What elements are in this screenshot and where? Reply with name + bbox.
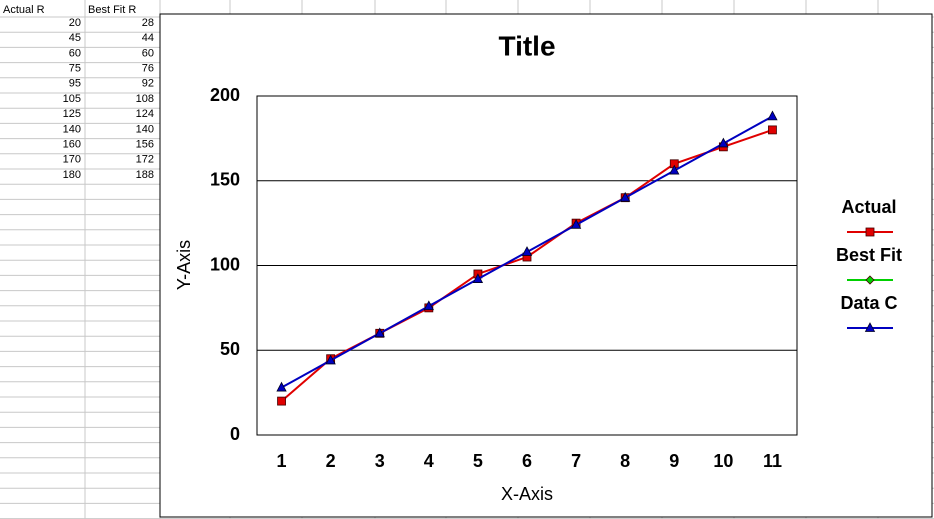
cell-value: 92	[142, 78, 154, 90]
x-tick-label: 5	[473, 451, 483, 471]
cell-value: 188	[136, 169, 154, 181]
data-point	[374, 327, 385, 338]
cell-value: 28	[142, 17, 154, 29]
chart-title: Title	[498, 30, 555, 61]
x-tick-label: 10	[713, 451, 733, 471]
cell-value: 108	[136, 93, 154, 105]
x-tick-label: 11	[763, 451, 782, 471]
legend-marker	[865, 227, 875, 237]
data-point	[570, 218, 582, 229]
x-tick-label: 7	[571, 451, 581, 471]
x-tick-label: 8	[620, 451, 630, 471]
x-tick-label: 6	[522, 451, 532, 471]
cell-value: 44	[142, 32, 154, 44]
y-tick-label: 50	[220, 339, 240, 359]
data-point	[521, 246, 533, 256]
legend-marker	[864, 322, 876, 332]
y-axis-label: Y-Axis	[174, 240, 194, 290]
cell-value: 172	[136, 154, 154, 166]
cell-value: 95	[69, 78, 81, 90]
y-tick-label: 100	[210, 254, 240, 274]
cell-value: 160	[63, 139, 81, 151]
data-point	[277, 396, 286, 406]
column-header: Best Fit R	[88, 4, 136, 16]
cell-value: 140	[136, 123, 154, 135]
x-tick-label: 2	[326, 451, 336, 471]
x-axis-label: X-Axis	[501, 484, 553, 504]
y-tick-label: 200	[210, 85, 240, 105]
x-tick-label: 4	[424, 451, 434, 471]
cell-value: 156	[136, 139, 154, 151]
data-point	[767, 110, 778, 121]
legend-label: Best Fit	[836, 245, 902, 265]
cell-value: 125	[63, 108, 81, 120]
y-tick-label: 0	[230, 424, 240, 444]
x-tick-label: 3	[375, 451, 385, 471]
data-point	[768, 125, 777, 135]
cell-value: 76	[142, 63, 154, 75]
data-point	[669, 164, 680, 175]
cell-value: 140	[63, 123, 81, 135]
data-point	[276, 381, 287, 392]
data-point	[620, 191, 631, 202]
cell-value: 170	[63, 154, 81, 166]
legend-label: Data C	[840, 293, 897, 313]
cell-value: 75	[69, 63, 81, 75]
cell-value: 124	[136, 108, 154, 120]
y-tick-label: 150	[210, 170, 240, 190]
x-tick-label: 1	[277, 451, 287, 471]
column-header: Actual R	[3, 4, 45, 16]
data-point	[423, 300, 434, 311]
cell-value: 45	[69, 32, 81, 44]
data-point	[325, 354, 336, 365]
cell-value: 60	[142, 47, 154, 59]
cell-value: 20	[69, 17, 81, 29]
legend-label: Actual	[841, 197, 896, 217]
data-point	[718, 137, 729, 148]
x-tick-label: 9	[669, 451, 679, 471]
legend-marker	[865, 275, 875, 285]
cell-value: 60	[69, 47, 81, 59]
cell-value: 105	[63, 93, 81, 105]
data-point	[472, 273, 484, 283]
cell-value: 180	[63, 169, 81, 181]
